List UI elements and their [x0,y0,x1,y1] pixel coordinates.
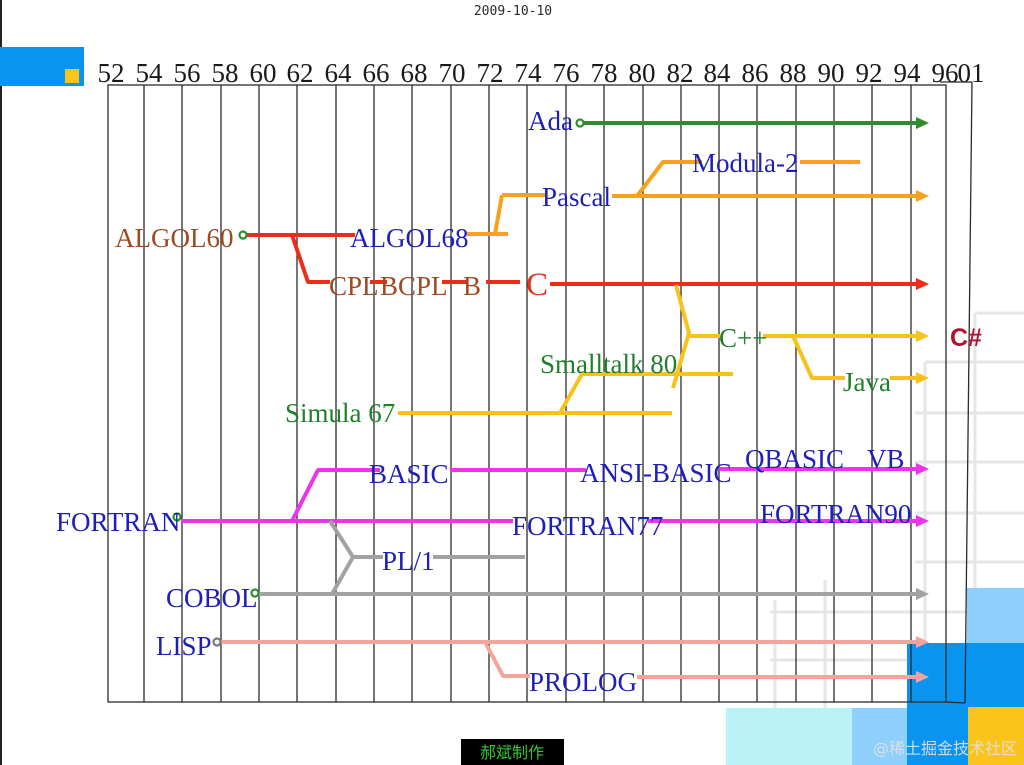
year-grid-lines [143,81,973,704]
arrow-right-icon [916,278,929,290]
year-tick: 56 [174,58,201,88]
label-c: C [526,267,548,303]
label-bcpl: BCPL [380,271,448,301]
block-light-blue [967,588,1024,644]
year-tick: 78 [591,58,618,88]
label-basic: BASIC [369,459,449,489]
label-algol68: ALGOL68 [350,223,468,253]
label-cobol: COBOL [166,583,258,613]
year-tick: 52 [98,58,125,88]
year-tick: 92 [856,58,883,88]
fortran-start-dot [172,512,182,522]
label-ada: Ada [528,106,573,136]
cobol-start-dot [250,588,260,598]
c-line [247,233,929,290]
label-pascal: Pascal [542,182,611,212]
year-tick: 62 [287,58,314,88]
year-tick: 76 [553,58,580,88]
arrow-right-icon [916,117,929,129]
year-tick: 94 [894,58,922,88]
label-java: Java [843,367,891,397]
year-tick: 60 [250,58,277,88]
year-tick: 90 [818,58,845,88]
cpp-java-line [398,284,929,415]
arrow-right-icon [916,671,929,683]
arrow-right-icon [916,190,929,202]
label-fortran: FORTRAN [56,507,180,537]
block-cyan [726,708,853,765]
label-cpl: CPL [329,271,379,301]
label-fortran90: FORTRAN90 [760,499,911,529]
label-b: B [463,271,481,301]
credit-box: 郝斌制作 [461,739,564,765]
label-cpp: C++ [719,323,767,353]
ada-line [584,117,929,129]
label-ansi-basic: ANSI-BASIC [580,458,732,488]
year-tick: 58 [212,58,239,88]
label-csharp: C# [950,324,982,352]
arrow-right-icon [916,588,929,600]
year-tick: 70 [439,58,466,88]
label-algol60: ALGOL60 [115,223,233,253]
year-tick: 74 [515,58,543,88]
label-pl1: PL/1 [382,546,435,576]
year-tick: 96 [932,58,959,88]
label-modula2: Modula-2 [692,148,798,178]
arrow-right-icon [916,463,929,475]
label-simula: Simula 67 [285,398,395,428]
block-yellow [968,707,1024,765]
arrow-right-icon [916,515,929,527]
pascal-line [467,160,929,236]
year-tick: 72 [477,58,504,88]
year-tick: 82 [667,58,694,88]
year-tick: 66 [363,58,390,88]
year-tick: 84 [704,58,732,88]
arrow-right-icon [916,372,929,384]
label-qbasic: QBASIC [745,444,844,474]
year-tick: 86 [742,58,769,88]
year-tick: 80 [629,58,656,88]
lisp-prolog-line [221,636,929,683]
year-axis: 52 54 56 58 60 62 64 66 68 70 72 74 76 7… [98,58,985,88]
year-tick: 88 [780,58,807,88]
lisp-start-dot [212,637,222,647]
label-smalltalk: Smalltalk 80 [540,349,677,379]
algol60-start-dot [238,230,248,240]
year-tick: 68 [401,58,428,88]
title-badge-yellow-square [65,69,79,83]
corner-decoration-blocks [726,588,1024,765]
date-label: 2009-10-10 [474,4,552,19]
block-light-blue-2 [852,708,907,765]
credit-text: 郝斌制作 [480,743,544,762]
credit-background [461,739,564,765]
cobol-pl1-line [259,519,929,600]
year-tick: 54 [136,58,164,88]
label-fortran77: FORTRAN77 [512,511,663,541]
ada-start-dot [575,118,585,128]
arrow-right-icon [916,330,929,342]
year-tick: 64 [325,58,353,88]
watermark: @稀土掘金技术社区 [873,739,1017,758]
fortran-basic-line [181,463,929,527]
arrow-right-icon [916,636,929,648]
label-lisp: LISP [156,631,212,661]
label-prolog: PROLOG [529,667,637,697]
year-tick: 01 [958,58,985,88]
label-vb: VB [867,444,905,474]
